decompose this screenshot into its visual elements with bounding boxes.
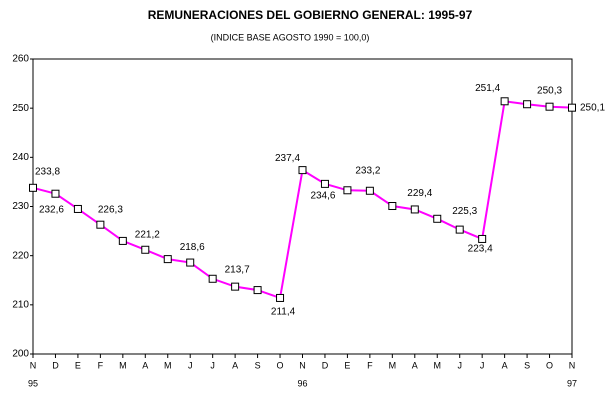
x-tick-label: N xyxy=(30,360,37,370)
x-tick-label: M xyxy=(389,360,397,370)
y-tick-label: 250 xyxy=(12,103,29,114)
x-tick-label: A xyxy=(142,360,148,370)
x-tick-label: E xyxy=(344,360,350,370)
x-tick-label: J xyxy=(210,360,215,370)
data-label: 213,7 xyxy=(225,264,250,275)
data-label: 226,3 xyxy=(98,204,123,215)
data-point xyxy=(410,205,419,214)
y-tick-label: 230 xyxy=(12,201,29,212)
data-label: 233,8 xyxy=(35,166,60,177)
data-point xyxy=(141,245,150,254)
y-tick-label: 240 xyxy=(12,152,29,163)
data-point xyxy=(523,100,532,109)
x-tick-label: O xyxy=(277,360,284,370)
x-tick-label: M xyxy=(434,360,442,370)
data-point xyxy=(500,97,509,106)
x-tick-label: A xyxy=(502,360,508,370)
x-tick-label: M xyxy=(119,360,127,370)
data-label: 232,6 xyxy=(39,204,64,215)
x-tick-label: A xyxy=(232,360,238,370)
x-tick-label: J xyxy=(457,360,462,370)
x-tick-label: M xyxy=(164,360,172,370)
data-label: 250,3 xyxy=(537,85,562,96)
data-point xyxy=(231,282,240,291)
data-label: 229,4 xyxy=(407,188,432,199)
data-label: 221,2 xyxy=(135,229,160,240)
data-label: 250,1 xyxy=(580,102,605,113)
x-tick-label: D xyxy=(322,360,329,370)
data-point xyxy=(73,204,82,213)
y-tick-label: 260 xyxy=(12,54,29,65)
x-tick-label: S xyxy=(524,360,530,370)
x-tick-label: F xyxy=(98,360,104,370)
data-point xyxy=(29,183,37,192)
data-point xyxy=(320,179,329,188)
year-label: 96 xyxy=(297,378,307,388)
chart-subtitle: (INDICE BASE AGOSTO 1990 = 100,0) xyxy=(211,32,370,42)
year-label: 97 xyxy=(567,378,577,388)
data-point xyxy=(478,234,487,243)
data-line xyxy=(32,100,573,300)
data-point xyxy=(455,225,464,234)
data-point xyxy=(568,103,576,112)
data-label: 218,6 xyxy=(180,242,205,253)
data-point xyxy=(343,186,352,195)
data-point xyxy=(96,220,105,229)
y-tick-label: 200 xyxy=(12,349,29,360)
x-tick-label: S xyxy=(255,360,261,370)
x-tick-label: J xyxy=(480,360,485,370)
data-label: 223,4 xyxy=(468,244,493,255)
data-point xyxy=(433,214,442,223)
chart-title: REMUNERACIONES DEL GOBIERNO GENERAL: 199… xyxy=(148,8,473,22)
data-point xyxy=(276,293,285,302)
data-label: 233,2 xyxy=(355,165,380,176)
data-point xyxy=(118,236,127,245)
data-point xyxy=(51,189,60,198)
x-tick-label: N xyxy=(569,360,576,370)
y-tick-label: 210 xyxy=(12,299,29,310)
data-point xyxy=(253,286,262,295)
year-label: 95 xyxy=(28,378,38,388)
data-point xyxy=(208,274,217,283)
x-tick-label: N xyxy=(299,360,306,370)
x-tick-label: D xyxy=(52,360,59,370)
data-label: 211,4 xyxy=(271,307,296,318)
data-point xyxy=(388,202,397,211)
data-point xyxy=(545,102,554,111)
data-label: 225,3 xyxy=(452,206,477,217)
data-label: 237,4 xyxy=(275,153,300,164)
data-point xyxy=(163,255,172,264)
data-label: 251,4 xyxy=(475,83,500,94)
x-tick-label: E xyxy=(75,360,81,370)
x-tick-label: J xyxy=(188,360,193,370)
x-tick-label: A xyxy=(412,360,418,370)
x-tick-label: O xyxy=(546,360,553,370)
data-point xyxy=(186,258,195,267)
y-tick-label: 220 xyxy=(12,250,29,261)
data-label: 234,6 xyxy=(310,191,335,202)
x-tick-label: F xyxy=(367,360,373,370)
data-point xyxy=(298,166,307,175)
data-point xyxy=(365,186,374,195)
